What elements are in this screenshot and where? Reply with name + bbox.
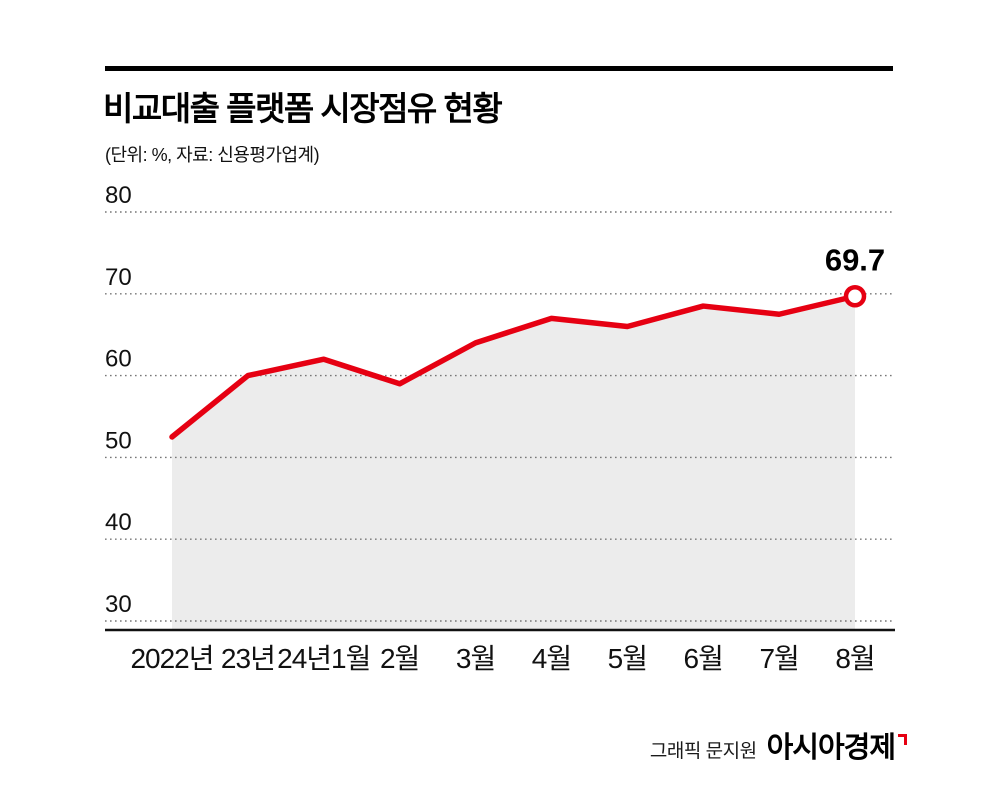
y-tick-label: 40 xyxy=(105,509,132,536)
chart-subtitle: (단위: %, 자료: 신용평가업계) xyxy=(105,145,320,165)
x-tick-label: 23년 xyxy=(221,643,275,674)
x-tick-label: 2월 xyxy=(380,643,419,674)
x-tick-label: 3월 xyxy=(456,643,495,674)
top-rule xyxy=(105,66,893,71)
trend-line xyxy=(169,293,858,440)
y-tick-label: 30 xyxy=(105,591,132,618)
last-point-marker xyxy=(843,285,867,308)
area-fill xyxy=(172,296,855,630)
page-title: 비교대출 플랫폼 시장점유 현황 xyxy=(103,90,503,127)
brand-text: 아시아경제 xyxy=(766,732,896,764)
brand-logo: 아시아경제 xyxy=(767,724,907,766)
x-tick-label: 24년1월 xyxy=(277,643,370,674)
x-tick-label: 7월 xyxy=(759,643,798,674)
x-tick-label: 6월 xyxy=(684,643,723,674)
last-value-label: 69.7 xyxy=(825,242,885,277)
y-tick-label: 70 xyxy=(105,264,132,291)
y-tick-label: 60 xyxy=(105,346,132,373)
brand-mark-icon xyxy=(898,734,907,745)
y-tick-label: 50 xyxy=(105,427,132,454)
credit-text: 그래픽 문지원 xyxy=(649,741,757,762)
y-tick-label: 80 xyxy=(105,182,132,209)
x-tick-label: 2022년 xyxy=(130,643,213,674)
footer: 그래픽 문지원 아시아경제 xyxy=(650,724,907,766)
x-tick-label: 8월 xyxy=(835,643,874,674)
x-tick-label: 5월 xyxy=(608,643,647,674)
x-tick-label: 4월 xyxy=(532,643,571,674)
